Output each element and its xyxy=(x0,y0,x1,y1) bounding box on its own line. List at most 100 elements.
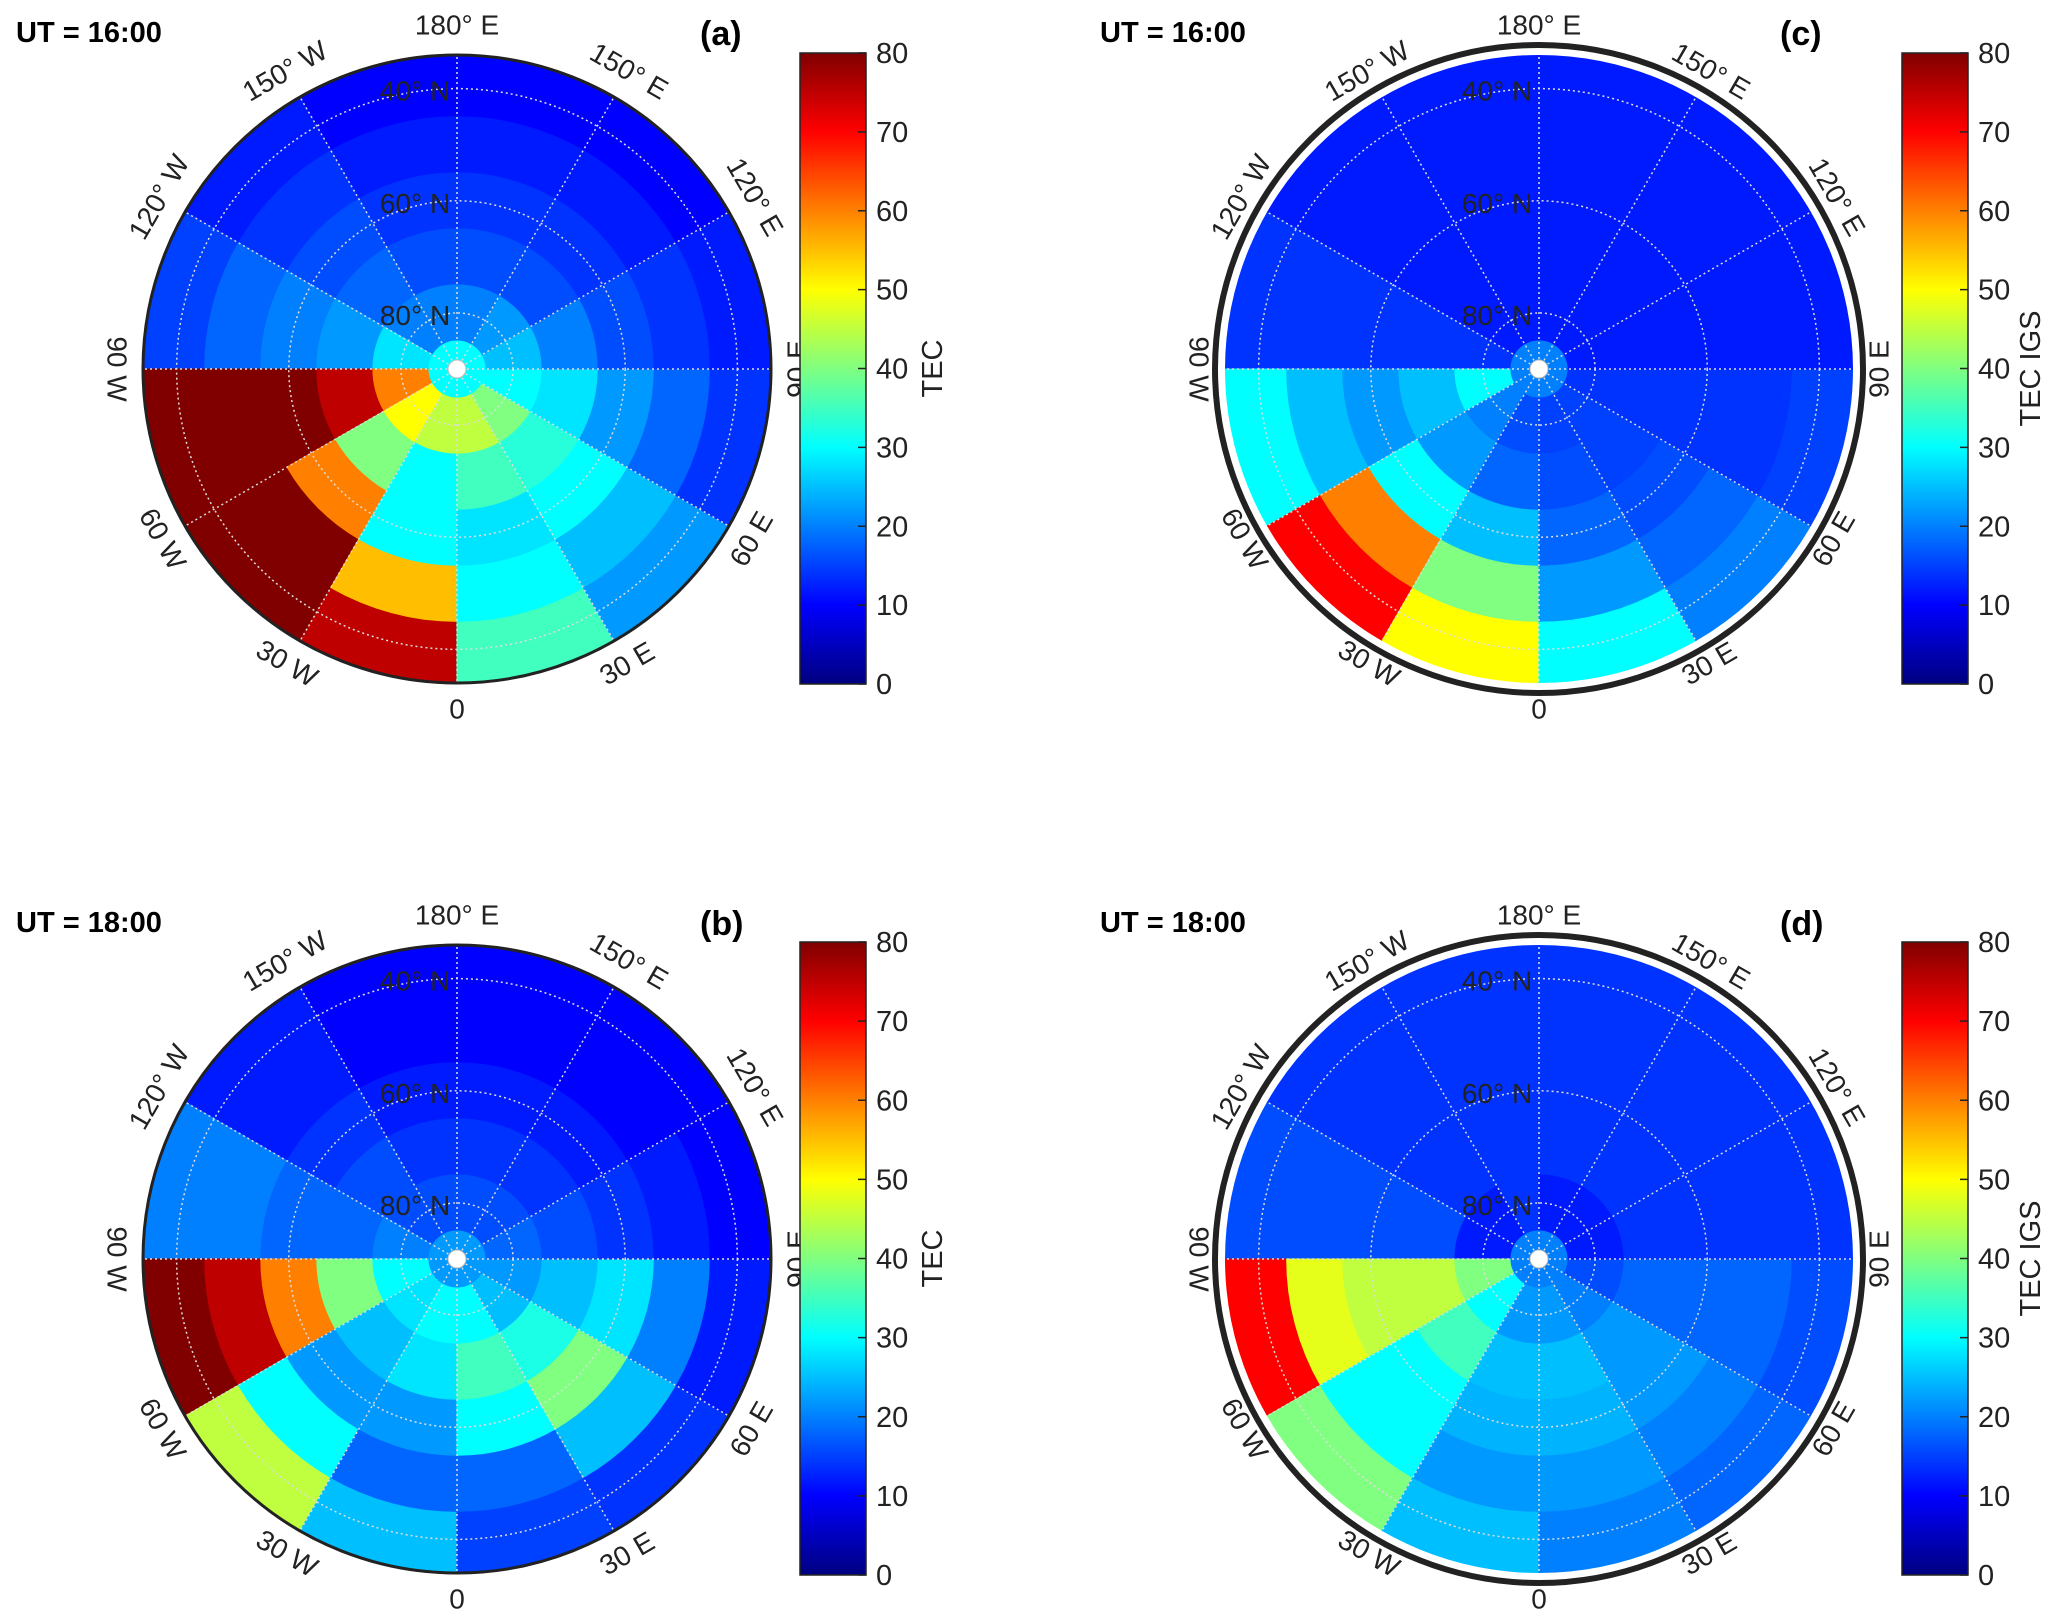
colorbar-label: TEC xyxy=(917,340,949,398)
lon-gridline xyxy=(299,96,458,370)
colorbar xyxy=(1901,52,1969,685)
colorbar-tick-label: 50 xyxy=(876,1164,908,1196)
lat-label: 40° N xyxy=(380,966,450,997)
colorbar-tick-label: 40 xyxy=(876,1244,908,1276)
colorbar-tick-label: 40 xyxy=(876,354,908,386)
lon-label: 90 W xyxy=(1184,336,1215,402)
lon-gridline xyxy=(1538,1101,1812,1260)
lon-label: 180° E xyxy=(1497,899,1581,930)
colorbar-label: TEC xyxy=(917,1230,949,1288)
map-frame-inner xyxy=(1217,47,1861,691)
colorbar-tick-label: 70 xyxy=(1978,117,2010,149)
colorbar-tick-label: 80 xyxy=(1978,927,2010,959)
colorbar xyxy=(799,52,867,685)
colorbar-label: TEC IGS xyxy=(2015,310,2047,426)
colorbar-tick-label: 0 xyxy=(1978,1560,1994,1592)
colorbar-tick-label: 20 xyxy=(1978,511,2010,543)
colorbar-tick-label: 10 xyxy=(1978,590,2010,622)
colorbar-tick-label: 10 xyxy=(876,590,908,622)
panel-label: (b) xyxy=(700,905,743,943)
pole-marker xyxy=(447,359,467,379)
lat-label: 40° N xyxy=(380,76,450,107)
pole-marker xyxy=(1529,359,1549,379)
colorbar-tick-label: 30 xyxy=(1978,432,2010,464)
map-frame xyxy=(1212,932,1866,1586)
colorbar-tick-label: 20 xyxy=(876,511,908,543)
lon-label: 90 W xyxy=(102,336,133,402)
lon-gridline xyxy=(1266,1258,1540,1417)
panel-title: UT = 18:00 xyxy=(16,907,162,939)
panel-title: UT = 16:00 xyxy=(16,17,162,49)
lon-gridline xyxy=(184,1258,458,1417)
lon-label: 90 W xyxy=(102,1226,133,1292)
colorbar-tick-label: 10 xyxy=(1978,1481,2010,1513)
lon-label: 180° E xyxy=(415,9,499,40)
lon-label: 0 xyxy=(449,1583,465,1614)
lon-gridline xyxy=(1538,1258,1812,1417)
colorbar-tick-label: 30 xyxy=(876,432,908,464)
lon-label: 90 E xyxy=(1863,1230,1894,1288)
lat-label: 60° N xyxy=(380,1078,450,1109)
lat-label: 40° N xyxy=(1462,966,1532,997)
panel-label: (d) xyxy=(1780,905,1823,943)
colorbar-tick-label: 0 xyxy=(876,1560,892,1592)
colorbar-tick-label: 10 xyxy=(876,1481,908,1513)
lat-gridline xyxy=(288,1090,626,1428)
lon-label: 0 xyxy=(449,693,465,724)
lon-gridline xyxy=(1381,368,1540,642)
colorbar-tick-label: 70 xyxy=(876,117,908,149)
lon-label: 90 W xyxy=(1184,1226,1215,1292)
colorbar-tick-label: 50 xyxy=(1978,1164,2010,1196)
colorbar-tick-label: 60 xyxy=(1978,196,2010,228)
lon-gridline xyxy=(1538,986,1697,1260)
lat-gridline xyxy=(1370,200,1708,538)
colorbar-tick-label: 80 xyxy=(876,927,908,959)
lat-label: 60° N xyxy=(1462,1078,1532,1109)
lon-gridline xyxy=(299,986,458,1260)
lon-gridline xyxy=(1266,1101,1540,1260)
lon-gridline xyxy=(184,368,458,527)
lon-gridline xyxy=(1538,368,1812,527)
lon-label: 0 xyxy=(1531,693,1547,724)
lat-label: 40° N xyxy=(1462,76,1532,107)
colorbar-tick-label: 20 xyxy=(876,1402,908,1434)
lon-gridline xyxy=(1538,211,1812,370)
panel-label: (c) xyxy=(1780,15,1822,53)
lat-label: 80° N xyxy=(380,1190,450,1221)
colorbar-tick-label: 20 xyxy=(1978,1402,2010,1434)
lon-label: 0 xyxy=(1531,1583,1547,1614)
lon-gridline xyxy=(456,96,615,370)
lon-gridline xyxy=(456,368,615,642)
lon-gridline xyxy=(1266,211,1540,370)
colorbar xyxy=(1901,941,1969,1576)
lon-gridline xyxy=(456,1258,615,1532)
lon-label: 90 E xyxy=(1863,340,1894,398)
lon-gridline xyxy=(1381,986,1540,1260)
colorbar-tick-label: 50 xyxy=(1978,275,2010,307)
panel-title: UT = 18:00 xyxy=(1100,907,1246,939)
colorbar-tick-label: 30 xyxy=(876,1323,908,1355)
lon-gridline xyxy=(456,986,615,1260)
lon-gridline xyxy=(1538,96,1697,370)
lon-label: 180° E xyxy=(1497,9,1581,40)
lat-label: 80° N xyxy=(1462,1190,1532,1221)
lon-gridline xyxy=(184,211,458,370)
lat-gridline xyxy=(1370,1090,1708,1428)
panel-label: (a) xyxy=(700,15,742,53)
colorbar-tick-label: 40 xyxy=(1978,354,2010,386)
heatmap-cells xyxy=(143,945,771,1573)
map-frame xyxy=(1212,42,1866,696)
lon-label: 180° E xyxy=(415,899,499,930)
colorbar-tick-label: 30 xyxy=(1978,1323,2010,1355)
colorbar-tick-label: 70 xyxy=(876,1006,908,1038)
lon-gridline xyxy=(299,368,458,642)
panel-title: UT = 16:00 xyxy=(1100,17,1246,49)
lat-label: 80° N xyxy=(1462,300,1532,331)
colorbar-tick-label: 40 xyxy=(1978,1244,2010,1276)
lon-gridline xyxy=(456,211,730,370)
